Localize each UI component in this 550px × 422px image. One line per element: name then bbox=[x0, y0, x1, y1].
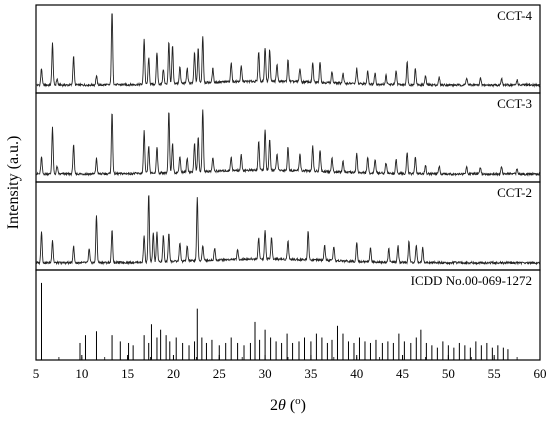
x-tick-label: 25 bbox=[213, 366, 226, 381]
y-axis-title: Intensity (a.u.) bbox=[5, 136, 22, 230]
x-tick-label: 15 bbox=[121, 366, 134, 381]
x-tick-label: 5 bbox=[33, 366, 40, 381]
x-tick-label: 35 bbox=[304, 366, 317, 381]
diffraction-line bbox=[35, 109, 541, 177]
panel-label: CCT-3 bbox=[497, 96, 532, 111]
x-tick-label: 20 bbox=[167, 366, 180, 381]
x-tick-label: 30 bbox=[259, 366, 272, 381]
panel-frame bbox=[35, 181, 541, 271]
x-axis-title: 2θ (o) bbox=[270, 395, 306, 414]
panel-label: CCT-2 bbox=[497, 185, 532, 200]
panel-label: ICDD No.00-069-1272 bbox=[411, 273, 532, 288]
diffraction-line bbox=[35, 195, 541, 266]
diffraction-line bbox=[35, 13, 541, 88]
x-tick-label: 45 bbox=[396, 366, 409, 381]
panel-label: CCT-4 bbox=[497, 8, 532, 23]
x-tick-label: 55 bbox=[488, 366, 501, 381]
x-tick-label: 50 bbox=[442, 366, 455, 381]
x-tick-label: 10 bbox=[75, 366, 88, 381]
x-tick-label: 60 bbox=[534, 366, 547, 381]
x-tick-label: 40 bbox=[350, 366, 363, 381]
